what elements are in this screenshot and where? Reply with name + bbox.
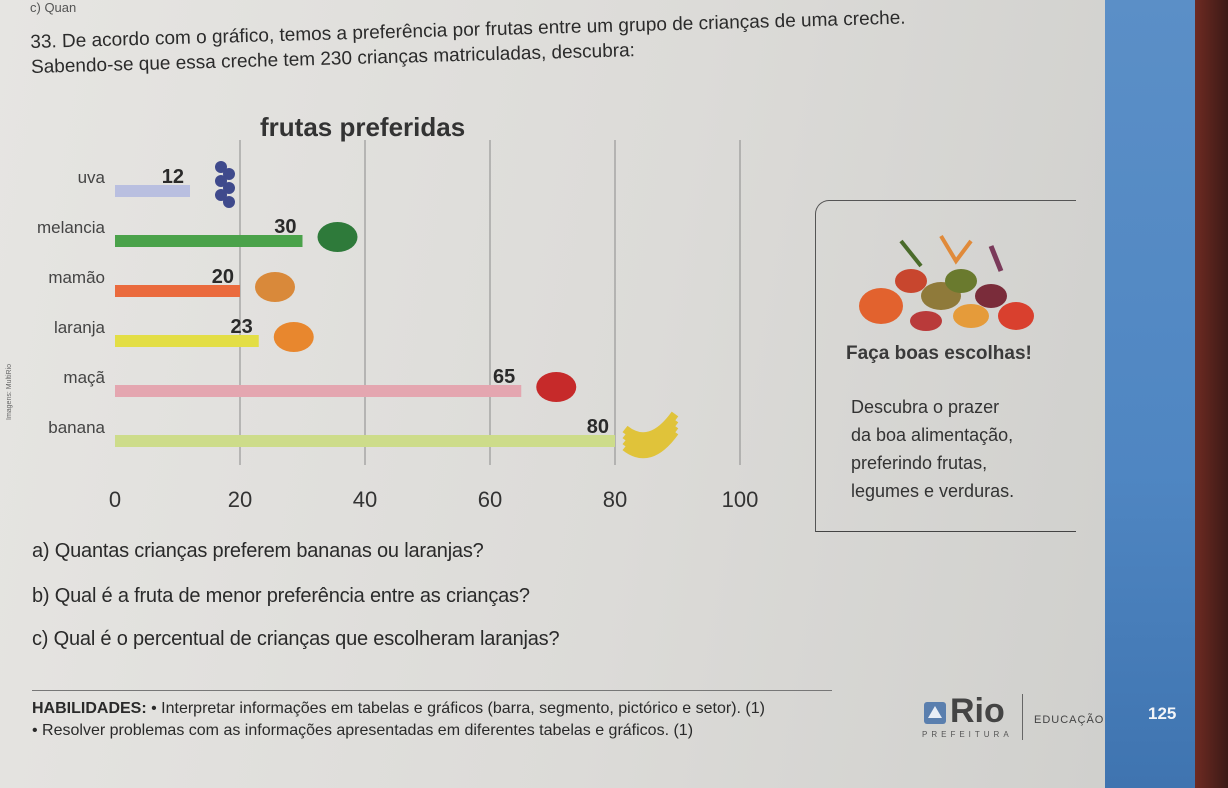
- logo-sub: PREFEITURA: [922, 730, 1013, 739]
- item-a: a) Quantas crianças preferem bananas ou …: [32, 540, 484, 562]
- page-number: 125: [1148, 704, 1177, 723]
- logo-separator: [1022, 694, 1023, 740]
- item-c: c) Qual é o percentual de crianças que e…: [32, 628, 560, 650]
- skills-label: HABILIDADES:: [32, 700, 147, 717]
- chart-title: frutas preferidas: [260, 112, 465, 142]
- bar-value-label: 30: [274, 216, 296, 238]
- info-box: Faça boas escolhas! Descubra o prazer da…: [815, 200, 1076, 532]
- bar-value-label: 23: [231, 316, 253, 338]
- skills-block: HABILIDADES: • Interpretar informações e…: [32, 698, 765, 742]
- cut-off-text: c) Quan: [30, 0, 77, 15]
- info-title: Faça boas escolhas!: [846, 343, 1032, 364]
- papaya-icon: [255, 272, 295, 302]
- image-credit: Imagens: MultiRio: [6, 363, 13, 420]
- fruit-bar-chart: frutas preferidas 0 20 40 60 80 100 uva 12 melanc…: [30, 110, 810, 512]
- bar: [115, 435, 615, 447]
- bar: [115, 285, 240, 297]
- item-b: b) Qual é a fruta de menor preferência e…: [32, 585, 530, 607]
- grape-icon: [215, 189, 227, 201]
- info-text: Descubra o prazer da boa alimentação, pr…: [851, 393, 1071, 505]
- bar: [115, 235, 303, 247]
- category-label: uva: [78, 168, 106, 187]
- category-label: mamão: [48, 268, 105, 287]
- watermelon-icon: [317, 222, 358, 252]
- x-tick-label: 100: [722, 487, 759, 510]
- bar-value-label: 65: [493, 366, 515, 388]
- bar: [115, 335, 259, 347]
- grape-icon: [223, 168, 235, 180]
- rio-emblem-icon: [924, 702, 946, 724]
- category-label: maçã: [63, 368, 105, 387]
- vegetables-illustration: [859, 234, 1034, 331]
- grape-icon: [215, 161, 227, 173]
- grape-icon: [223, 182, 235, 194]
- x-tick-label: 60: [478, 487, 502, 510]
- skills-text-1: • Interpretar informações em tabelas e g…: [146, 700, 765, 717]
- banana-icon: [622, 411, 679, 441]
- info-line-2: da boa alimentação,: [851, 425, 1014, 445]
- orange-icon: [273, 322, 314, 352]
- sidebar-band: [1105, 0, 1195, 788]
- bar: [115, 185, 190, 197]
- page-edge: [1195, 0, 1228, 788]
- logo-name: Rio: [950, 692, 1005, 730]
- x-tick-label: 0: [109, 487, 121, 510]
- bar-value-label: 80: [587, 416, 609, 438]
- category-label: melancia: [37, 218, 106, 237]
- rio-logo: Rio PREFEITURA EDUCAÇÃO: [920, 692, 1120, 752]
- apple-icon: [536, 372, 577, 402]
- grape-icon: [215, 175, 227, 187]
- x-tick-label: 20: [228, 487, 252, 510]
- skills-line-2: • Resolver problemas com as informações …: [32, 722, 694, 739]
- divider: [32, 690, 832, 691]
- category-label: banana: [48, 418, 105, 437]
- info-line-1: Descubra o prazer: [851, 397, 1000, 417]
- grape-icon: [223, 196, 235, 208]
- bar-value-label: 12: [162, 166, 184, 188]
- x-tick-label: 40: [353, 487, 377, 510]
- info-line-3: preferindo frutas,: [851, 453, 988, 473]
- x-tick-label: 80: [603, 487, 627, 510]
- logo-dept: EDUCAÇÃO: [1034, 714, 1105, 726]
- category-label: laranja: [54, 318, 106, 337]
- skills-line-1: HABILIDADES: • Interpretar informações e…: [32, 698, 765, 720]
- bar: [115, 385, 522, 397]
- bar-value-label: 20: [212, 266, 234, 288]
- chart-svg: frutas preferidas 0 20 40 60 80 100 uva 12 melanc…: [37, 112, 759, 512]
- info-line-4: legumes e verduras.: [851, 481, 1015, 501]
